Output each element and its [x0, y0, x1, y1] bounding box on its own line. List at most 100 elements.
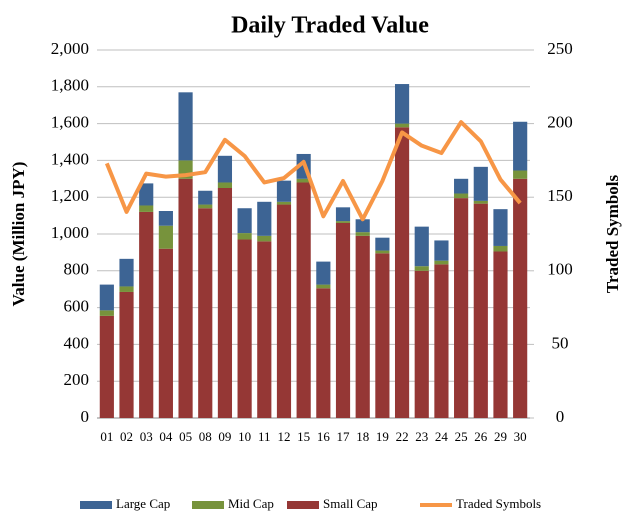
x-tick-label: 30	[514, 429, 527, 444]
bar-segment	[296, 178, 311, 183]
chart-title: Daily Traded Value	[231, 13, 429, 39]
y-axis-label: Value (Million JPY)	[9, 162, 28, 307]
legend-label: Large Cap	[116, 496, 170, 511]
bar-segment	[375, 253, 390, 418]
legend-label: Small Cap	[323, 496, 378, 511]
x-tick-label: 02	[120, 429, 133, 444]
x-tick-label: 15	[297, 429, 310, 444]
bar-segment	[119, 286, 134, 292]
legend-label: Mid Cap	[228, 496, 274, 511]
x-tick-label: 17	[337, 429, 351, 444]
y2-tick-label: 50	[552, 333, 569, 352]
x-tick-label: 23	[415, 429, 428, 444]
x-tick-label: 19	[376, 429, 389, 444]
bar-segment	[434, 240, 449, 261]
bar-segment	[454, 193, 469, 199]
bar-segment	[375, 237, 390, 251]
bar-segment	[178, 92, 193, 161]
bar-segment	[414, 266, 429, 271]
y2-tick-label: 100	[547, 260, 573, 279]
bar-segment	[335, 222, 351, 418]
legend-label: Traded Symbols	[456, 496, 541, 511]
bar-segment	[139, 211, 154, 418]
y-tick-label: 400	[64, 333, 90, 352]
y2-axis-label: Traded Symbols	[603, 175, 622, 294]
bar-segment	[99, 310, 114, 316]
bar-segment	[394, 127, 410, 418]
bar-segment	[296, 182, 311, 418]
bar-segment	[414, 226, 429, 267]
bar-segment	[493, 251, 508, 418]
y2-tick-label: 0	[556, 407, 565, 426]
bar-segment	[335, 207, 351, 222]
bar-segment	[198, 204, 213, 209]
x-tick-label: 12	[277, 429, 290, 444]
bar-segment	[276, 201, 292, 205]
bar-segment	[493, 245, 508, 252]
bar-segment	[355, 235, 370, 418]
bar-segment	[237, 239, 252, 418]
bar-segment	[355, 232, 370, 236]
bar-segment	[276, 180, 292, 202]
legend-swatch	[287, 501, 319, 509]
bar-segment	[158, 225, 173, 249]
bar-segment	[99, 315, 114, 418]
bar-segment	[139, 205, 154, 212]
x-tick-label: 29	[494, 429, 507, 444]
line-series	[104, 120, 522, 222]
y-tick-label: 200	[64, 370, 90, 389]
y-tick-label: 1,800	[51, 76, 89, 95]
bar-segment	[237, 208, 252, 234]
bar-segment	[257, 201, 272, 236]
bar-segment	[335, 221, 351, 223]
bar-segment	[355, 219, 370, 233]
y-tick-label: 1,200	[51, 186, 89, 205]
x-tick-label: 16	[317, 429, 331, 444]
x-tick-label: 10	[238, 429, 251, 444]
y-tick-label: 600	[64, 297, 90, 316]
bar-segment	[454, 178, 469, 194]
x-tick-label: 25	[455, 429, 468, 444]
y-tick-label: 0	[81, 407, 90, 426]
x-tick-label: 09	[218, 429, 231, 444]
x-tick-label: 18	[356, 429, 369, 444]
y2-tick-label: 150	[547, 186, 573, 205]
bar-segment	[198, 190, 213, 205]
bar-segment	[198, 208, 213, 418]
bar-segment	[217, 155, 233, 183]
y-tick-label: 1,000	[51, 223, 89, 242]
bar-segment	[217, 182, 233, 188]
bar-segment	[394, 84, 410, 124]
bar-segment	[99, 284, 114, 311]
y-tick-label: 1,600	[51, 113, 89, 132]
bar-segment	[473, 166, 488, 201]
bar-segment	[473, 200, 488, 204]
x-tick-label: 05	[179, 429, 192, 444]
x-tick-label: 26	[474, 429, 488, 444]
bar-segment	[513, 121, 528, 171]
bar-segment	[394, 123, 410, 128]
bar-segment	[454, 198, 469, 418]
bar-segment	[158, 211, 173, 226]
bar-segment	[139, 183, 154, 206]
bar-segment	[316, 288, 331, 418]
bar-segment	[119, 258, 134, 287]
legend-swatch	[192, 501, 224, 509]
x-tick-label: 08	[199, 429, 212, 444]
bar-segment	[493, 209, 508, 246]
y-tick-label: 2,000	[51, 39, 89, 58]
y2-tick-label: 200	[547, 113, 573, 132]
y-tick-label: 800	[64, 260, 90, 279]
bar-segment	[237, 233, 252, 240]
x-tick-label: 01	[100, 429, 113, 444]
y-tick-label: 1,400	[51, 149, 89, 168]
bar-segment	[513, 170, 528, 179]
bar-segment	[434, 260, 449, 265]
bar-segment	[434, 264, 449, 418]
bar-segment	[513, 178, 528, 418]
bar-segment	[473, 203, 488, 418]
legend-swatch	[80, 501, 112, 509]
bar-segment	[375, 250, 390, 254]
bar-segment	[158, 248, 173, 418]
bar-segment	[316, 261, 331, 285]
